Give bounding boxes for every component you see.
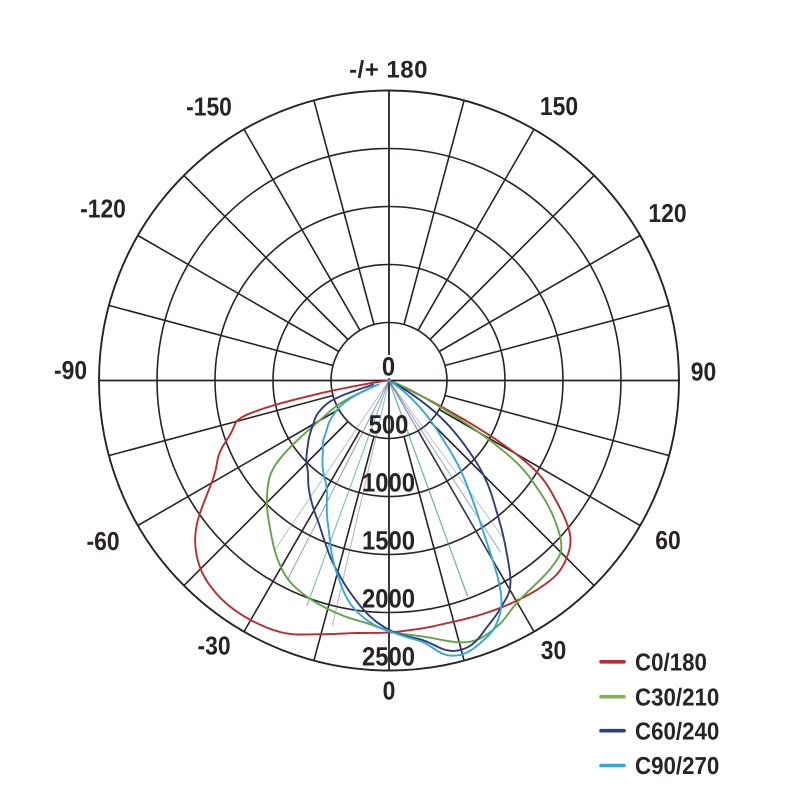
svg-text:500: 500	[369, 410, 409, 440]
svg-text:60: 60	[655, 525, 680, 555]
svg-text:1500: 1500	[362, 526, 415, 556]
svg-text:-150: -150	[186, 92, 232, 122]
svg-text:-30: -30	[197, 631, 230, 661]
svg-text:C30/210: C30/210	[635, 684, 719, 711]
svg-text:-60: -60	[86, 526, 119, 556]
svg-text:1000: 1000	[362, 468, 415, 498]
svg-text:-90: -90	[54, 355, 87, 385]
svg-text:2000: 2000	[362, 584, 415, 614]
svg-text:150: 150	[540, 91, 578, 121]
svg-text:C0/180: C0/180	[635, 649, 707, 676]
svg-text:C90/270: C90/270	[635, 753, 719, 780]
svg-text:-120: -120	[80, 194, 126, 224]
svg-text:30: 30	[541, 635, 566, 665]
svg-text:0: 0	[383, 676, 396, 706]
svg-text:0: 0	[382, 352, 395, 382]
svg-text:C60/240: C60/240	[635, 718, 719, 745]
svg-text:-/+ 180: -/+ 180	[349, 57, 428, 84]
svg-text:2500: 2500	[362, 642, 415, 672]
svg-text:90: 90	[691, 357, 716, 387]
svg-text:120: 120	[648, 198, 686, 228]
